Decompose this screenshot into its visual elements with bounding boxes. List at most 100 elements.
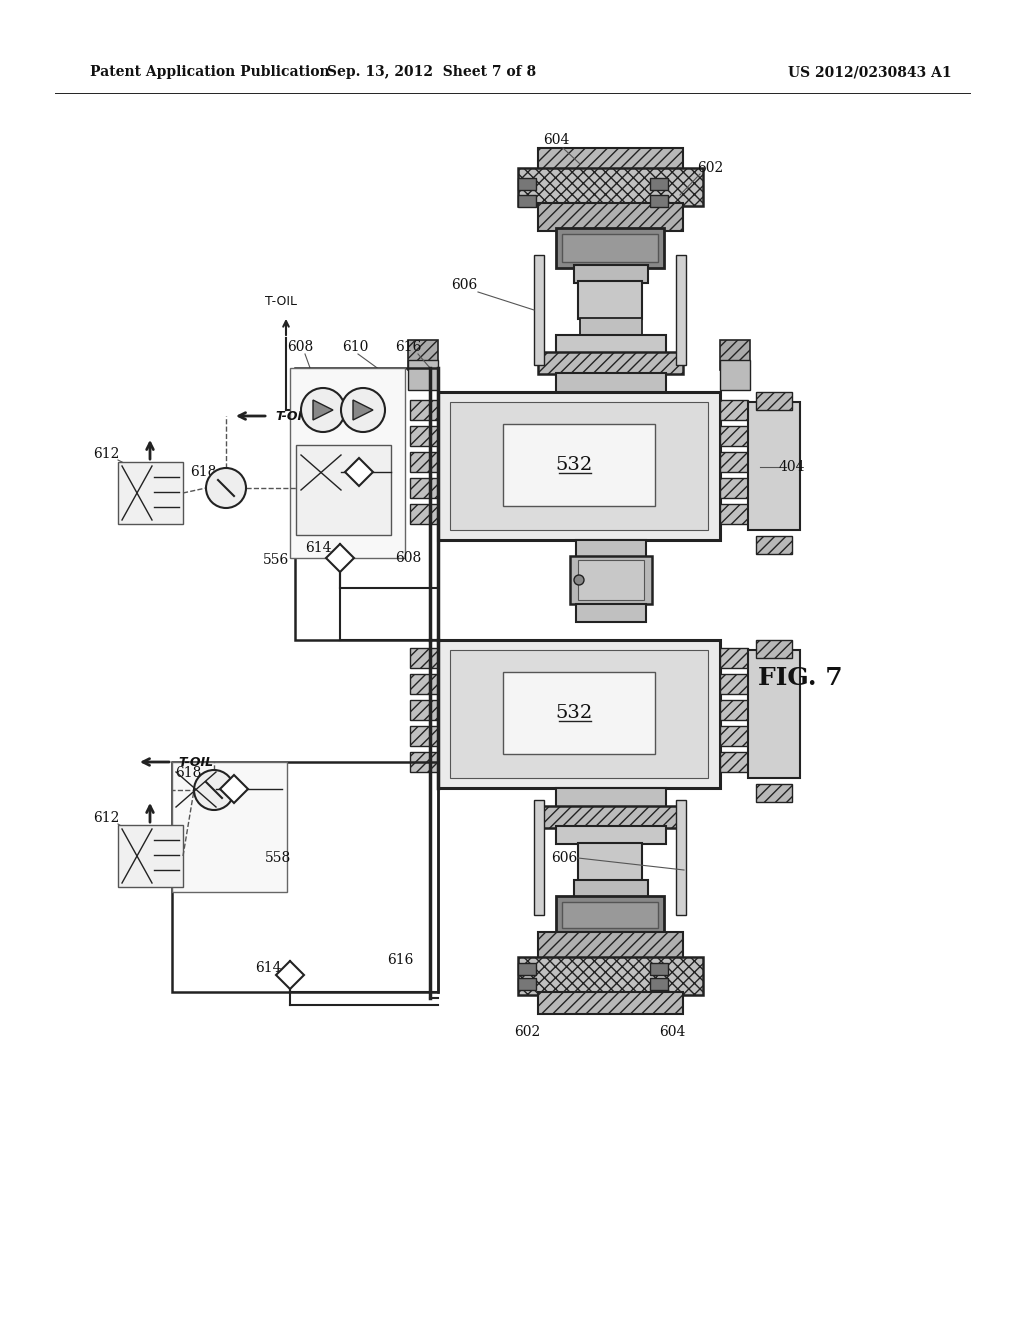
Text: Patent Application Publication: Patent Application Publication (90, 65, 330, 79)
Bar (538, 807, 683, 828)
Bar (570, 556, 652, 605)
Polygon shape (353, 400, 373, 420)
Bar (676, 800, 686, 915)
Text: 558: 558 (265, 851, 291, 865)
Bar (650, 978, 668, 990)
Bar (290, 368, 406, 558)
Bar (720, 426, 748, 446)
Text: 610: 610 (342, 341, 369, 354)
Bar (720, 752, 748, 772)
Bar (720, 341, 750, 370)
Bar (562, 902, 658, 928)
Text: 604: 604 (658, 1026, 685, 1039)
Bar (538, 932, 683, 960)
Bar (410, 675, 438, 694)
Polygon shape (313, 400, 333, 420)
Bar (556, 228, 664, 268)
Bar (720, 726, 748, 746)
Text: 608: 608 (395, 550, 421, 565)
Text: 618: 618 (175, 766, 201, 780)
Bar (410, 478, 438, 498)
Bar (450, 403, 708, 531)
Text: T-OIL: T-OIL (275, 409, 310, 422)
Bar (720, 700, 748, 719)
Bar (296, 445, 391, 535)
Bar (118, 462, 183, 524)
Circle shape (574, 576, 584, 585)
Bar (410, 752, 438, 772)
Bar (562, 234, 658, 261)
Bar (748, 649, 800, 777)
Bar (410, 700, 438, 719)
Bar (518, 978, 536, 990)
Bar (574, 265, 648, 282)
Bar (118, 825, 183, 887)
Bar (176, 772, 216, 807)
Circle shape (341, 388, 385, 432)
Text: 532: 532 (555, 704, 593, 722)
Text: 604: 604 (543, 133, 569, 147)
Bar (720, 400, 748, 420)
Circle shape (301, 388, 345, 432)
Bar (538, 203, 683, 231)
Bar (450, 649, 708, 777)
Bar (518, 178, 536, 190)
Bar (410, 426, 438, 446)
Text: 606: 606 (551, 851, 578, 865)
Bar (756, 392, 792, 411)
Bar (410, 726, 438, 746)
Polygon shape (220, 775, 248, 803)
Text: 616: 616 (395, 341, 421, 354)
Text: 618: 618 (189, 465, 216, 479)
Bar (650, 964, 668, 975)
Circle shape (194, 770, 234, 810)
Bar (578, 843, 642, 880)
Bar (556, 788, 666, 808)
Bar (720, 360, 750, 389)
Bar (410, 400, 438, 420)
Bar (503, 424, 655, 506)
Bar (556, 896, 664, 935)
Bar (556, 374, 666, 393)
Bar (301, 455, 341, 490)
Text: 616: 616 (387, 953, 414, 968)
Bar (503, 672, 655, 754)
Bar (408, 341, 438, 370)
Bar (122, 829, 152, 883)
Bar (518, 964, 536, 975)
Bar (538, 352, 683, 374)
Bar (172, 762, 438, 993)
Bar (578, 560, 644, 601)
Bar (172, 762, 287, 892)
Bar (756, 784, 792, 803)
Bar (408, 360, 438, 389)
Text: 608: 608 (287, 341, 313, 354)
Bar (538, 993, 683, 1014)
Text: 612: 612 (93, 447, 119, 461)
Bar (438, 640, 720, 788)
Bar (748, 403, 800, 531)
Bar (756, 536, 792, 554)
Bar (650, 195, 668, 207)
Text: 532: 532 (555, 455, 593, 474)
Text: T-OIL: T-OIL (178, 755, 213, 768)
Bar (578, 281, 642, 319)
Bar (575, 540, 646, 558)
Polygon shape (326, 544, 354, 572)
Bar (556, 826, 666, 843)
Bar (518, 957, 703, 995)
Bar (410, 451, 438, 473)
Text: 602: 602 (697, 161, 723, 176)
Bar (534, 255, 544, 366)
Text: T-OIL: T-OIL (265, 294, 297, 308)
Text: 614: 614 (305, 541, 331, 554)
Text: 614: 614 (255, 961, 282, 975)
Bar (720, 675, 748, 694)
Bar (650, 178, 668, 190)
Text: Sep. 13, 2012  Sheet 7 of 8: Sep. 13, 2012 Sheet 7 of 8 (328, 65, 537, 79)
Text: 602: 602 (514, 1026, 540, 1039)
Bar (720, 478, 748, 498)
Bar (518, 195, 536, 207)
Bar (580, 318, 642, 337)
Polygon shape (345, 458, 373, 486)
